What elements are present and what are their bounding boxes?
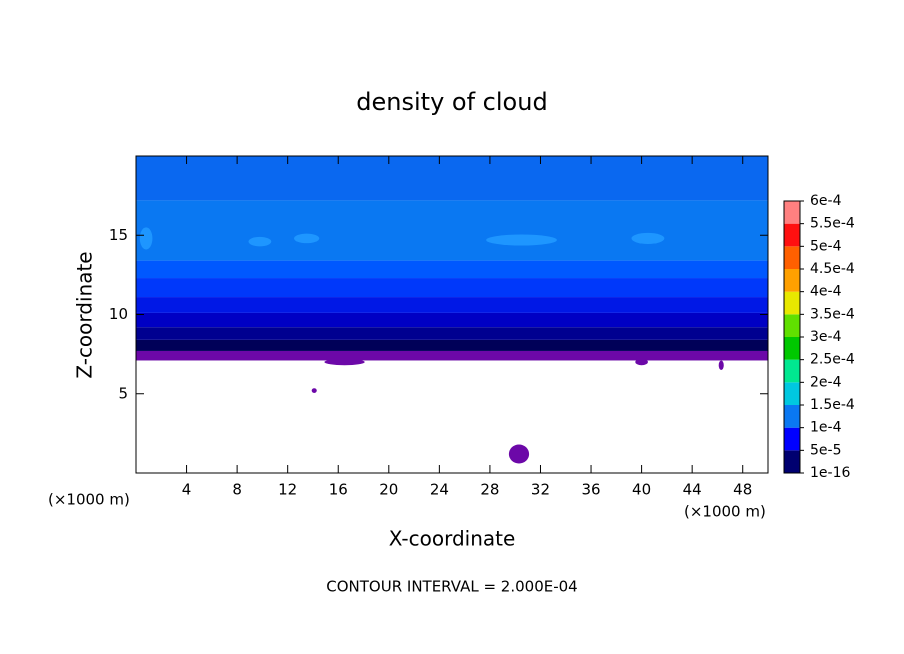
y-tick-label: 15 xyxy=(109,226,128,244)
colorbar-segment xyxy=(784,201,800,224)
y-tick-label: 5 xyxy=(118,384,128,402)
colorbar-label: 3e-4 xyxy=(810,329,842,345)
contour-patch xyxy=(631,232,665,244)
contour-band xyxy=(136,156,768,201)
colorbar-segment xyxy=(784,337,800,360)
contour-band xyxy=(136,297,768,313)
x-axis-label: X-coordinate xyxy=(389,527,516,551)
x-tick-label: 32 xyxy=(531,481,550,499)
contour-patch xyxy=(508,444,530,464)
colorbar-segment xyxy=(784,291,800,315)
contour-band xyxy=(136,339,768,351)
colorbar-label: 2.5e-4 xyxy=(810,352,855,368)
x-unit: (×1000 m) xyxy=(684,503,766,521)
colorbar-segment xyxy=(784,405,800,428)
contour-patch xyxy=(311,388,317,393)
colorbar-label: 1e-4 xyxy=(810,420,842,436)
contour-patch xyxy=(324,358,365,366)
colorbar-label: 2e-4 xyxy=(810,374,842,390)
contour-band xyxy=(136,278,768,298)
x-tick-label: 44 xyxy=(683,481,702,499)
contour-patch xyxy=(248,236,272,247)
colorbar-segment xyxy=(784,359,800,383)
colorbar-label: 5.5e-4 xyxy=(810,216,855,232)
contour-band xyxy=(136,312,768,328)
colorbar-segment xyxy=(784,382,800,405)
contour-patch xyxy=(294,233,320,244)
x-tick-label: 40 xyxy=(632,481,651,499)
colorbar-segment xyxy=(784,223,800,247)
x-tick-label: 4 xyxy=(182,481,192,499)
colorbar-segment xyxy=(784,246,800,269)
colorbar-segment xyxy=(784,269,800,292)
contour-band xyxy=(136,350,768,361)
x-tick-label: 12 xyxy=(278,481,297,499)
x-tick-label: 36 xyxy=(581,481,600,499)
chart-title: density of cloud xyxy=(356,88,547,116)
footnote: CONTOUR INTERVAL = 2.000E-04 xyxy=(326,578,577,596)
colorbar-label: 5e-4 xyxy=(810,238,842,254)
colorbar-segment xyxy=(784,314,800,337)
x-tick-label: 24 xyxy=(430,481,449,499)
y-axis-label: Z-coordinate xyxy=(73,251,97,378)
contour-patch xyxy=(718,360,724,370)
colorbar-segment xyxy=(784,450,800,473)
colorbar-label: 4e-4 xyxy=(810,284,842,300)
contour-band xyxy=(136,327,768,340)
x-tick-label: 28 xyxy=(480,481,499,499)
contour-band xyxy=(136,200,768,261)
contour-patch xyxy=(139,227,153,250)
colorbar-label: 1.5e-4 xyxy=(810,397,855,413)
x-tick-label: 16 xyxy=(329,481,348,499)
colorbar-label: 1e-16 xyxy=(810,465,850,481)
y-tick-label: 10 xyxy=(109,305,128,323)
x-tick-label: 8 xyxy=(232,481,242,499)
contour-band xyxy=(136,260,768,279)
colorbar-segment xyxy=(784,427,800,451)
colorbar-label: 5e-5 xyxy=(810,442,841,458)
x-unit: (×1000 m) xyxy=(48,491,130,509)
contour-patch xyxy=(635,358,648,366)
colorbar-label: 6e-4 xyxy=(810,193,842,209)
colorbar-label: 4.5e-4 xyxy=(810,261,855,277)
colorbar-label: 3.5e-4 xyxy=(810,306,855,322)
x-tick-label: 20 xyxy=(379,481,398,499)
contour-patch xyxy=(486,234,557,246)
x-tick-label: 48 xyxy=(733,481,752,499)
